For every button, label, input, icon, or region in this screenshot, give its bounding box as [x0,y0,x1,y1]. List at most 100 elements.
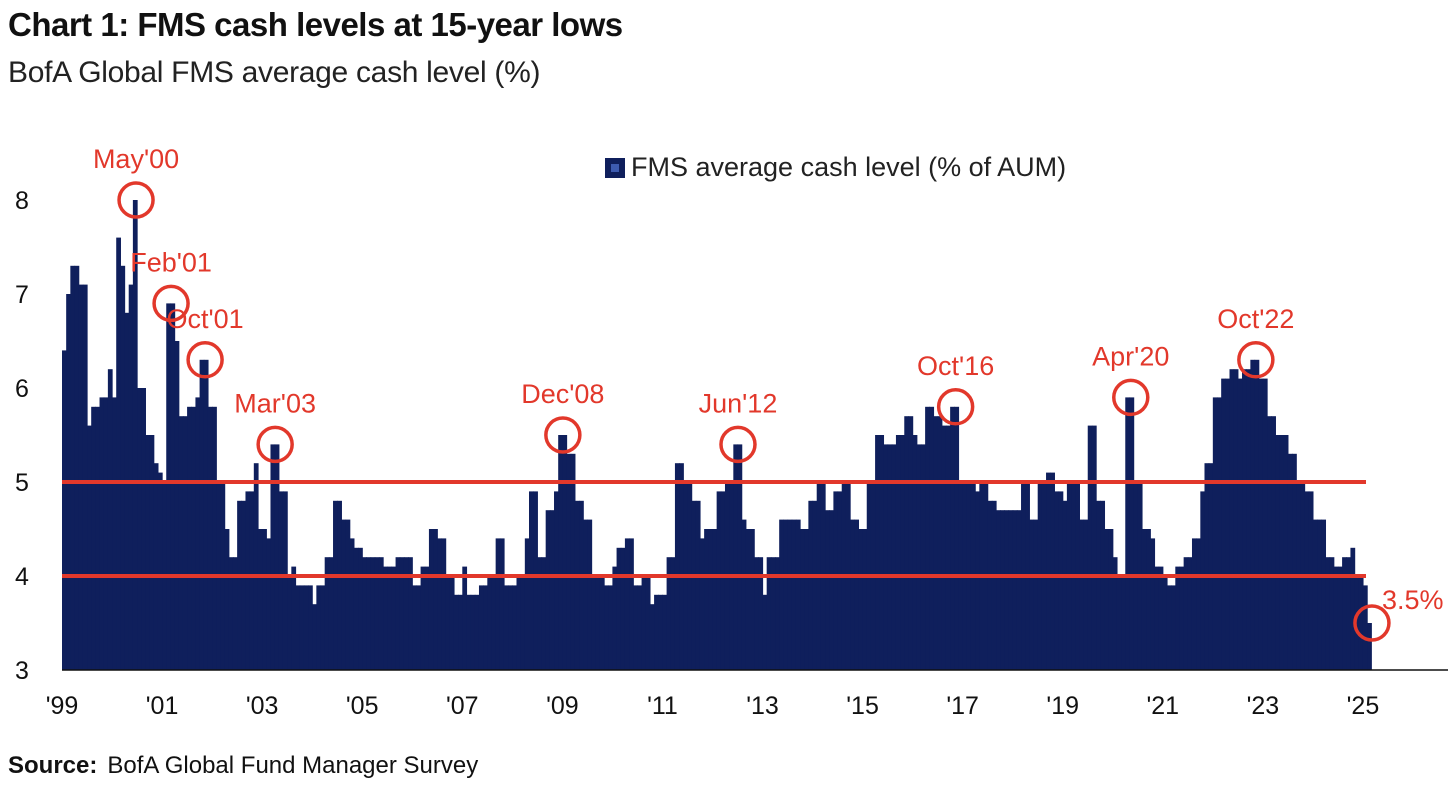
bar [1179,566,1185,670]
bar [1100,500,1106,670]
bar [950,406,955,670]
bar [1333,566,1339,670]
y-tick-label: 7 [15,281,29,309]
bar [637,585,643,670]
bar [383,566,388,670]
bar [299,585,305,670]
bar [187,406,192,670]
bar [345,519,351,670]
bar [524,538,530,670]
bar [1200,491,1206,670]
bar [1346,557,1352,670]
y-tick-label: 6 [15,375,29,403]
bar [1050,472,1055,670]
bar [1154,566,1160,670]
bar [900,435,905,670]
bar [1362,585,1368,670]
bar [933,416,939,670]
bar [1242,369,1247,670]
x-tick-label: '15 [846,692,879,720]
source-label: Source: [8,752,98,779]
bar [1166,585,1172,670]
bar [883,444,889,670]
bar [691,500,697,670]
bar [278,491,284,670]
bar [62,350,67,670]
bar [445,576,451,670]
bar [328,557,334,670]
annotation-label: Oct'01 [166,304,243,334]
bar [750,529,755,670]
bar [695,500,701,670]
bar [895,435,901,670]
annotation-label: Apr'20 [1092,341,1169,371]
bar [1279,435,1285,670]
bar [1262,378,1268,670]
bar [825,510,830,670]
bar [800,529,805,670]
bar [153,463,159,670]
bar [428,529,434,670]
bar [174,341,180,670]
bar [699,538,705,670]
bar [629,538,634,670]
x-tick-label: '25 [1347,692,1380,720]
bar [645,576,651,670]
bar [1175,566,1181,670]
bar [1162,576,1168,670]
bar [403,557,409,670]
bar [82,284,88,670]
bar [1112,557,1118,670]
bar [891,444,897,670]
bar [541,557,547,670]
bar [303,585,309,670]
bar [408,557,413,670]
bar [116,237,121,670]
bar [987,500,993,670]
bar [1304,491,1310,670]
bar [808,500,814,670]
bar [191,406,197,670]
bar [791,519,797,670]
bar [766,557,772,670]
bar [929,406,935,670]
bar [308,585,313,670]
bar [399,557,405,670]
bar [1250,359,1256,670]
bar [358,547,363,670]
bar [149,435,155,670]
bar [245,491,251,670]
bar [533,491,538,670]
bar [1367,623,1372,670]
bar [1141,529,1147,670]
bar [1116,576,1122,670]
bar [529,491,534,670]
bar [474,594,480,670]
bar [287,576,292,670]
bar [137,388,142,670]
bar [879,435,885,670]
bar [112,397,117,670]
bar [1283,435,1289,670]
bar [87,425,92,670]
annotation-circle [936,388,975,426]
bar [1358,576,1364,670]
bar [320,585,326,670]
source-text: BofA Global Fund Manager Survey [107,752,479,779]
bar [1191,538,1197,670]
bar [833,491,839,670]
bar [1308,491,1314,670]
bar [941,425,947,670]
bar [658,594,664,670]
bar [1129,397,1135,670]
bar [587,519,593,670]
bar [741,519,747,670]
bar [562,435,568,670]
y-tick-label: 8 [15,187,29,215]
bar [641,576,647,670]
bar [954,406,960,670]
annotations: May'00 Feb'01 Oct'01 Mar'03 Dec'08 Jun'12 Oct'… [93,144,1443,642]
annotation-circle [1353,604,1391,642]
bar [704,529,709,670]
chart-subtitle: BofA Global FMS average cash level (%) [8,56,541,89]
